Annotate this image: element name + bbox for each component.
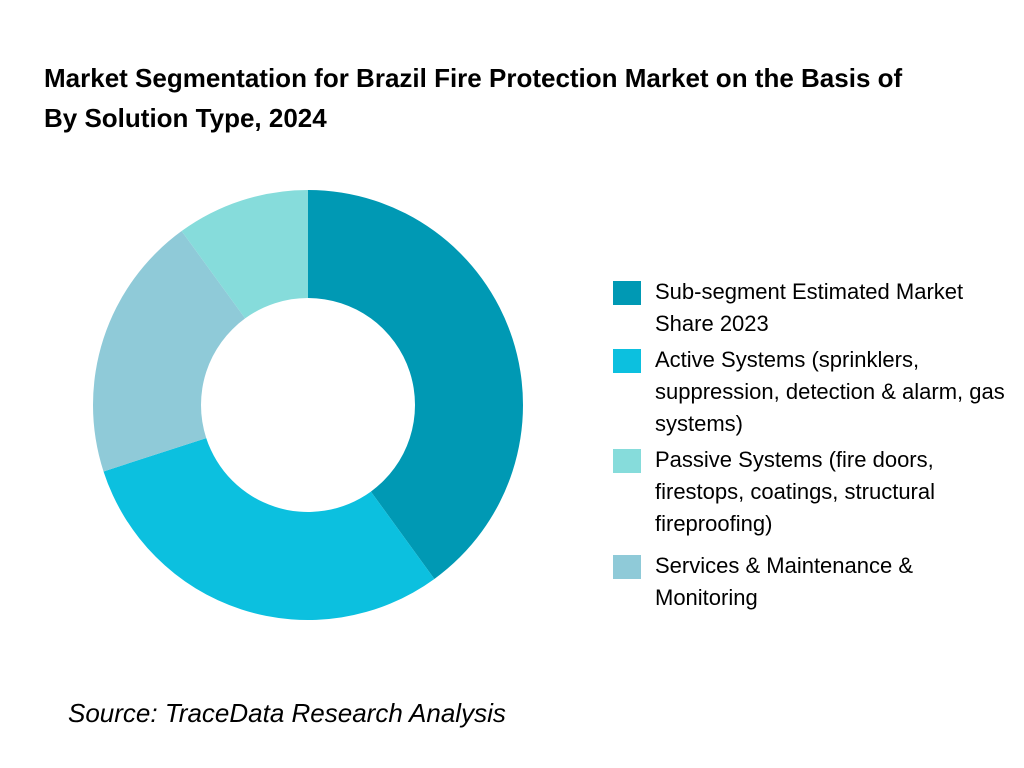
source-note: Source: TraceData Research Analysis <box>68 698 506 728</box>
legend-item: Passive Systems (fire doors, firestops, … <box>613 444 1013 540</box>
legend-swatch <box>613 349 641 373</box>
legend-label: Services & Maintenance & Monitoring <box>655 553 914 610</box>
legend-label: Passive Systems (fire doors, firestops, … <box>655 447 936 536</box>
legend-item: Active Systems (sprinklers, suppression,… <box>613 344 1013 440</box>
donut-segment <box>181 190 308 319</box>
legend-swatch <box>613 555 641 579</box>
donut-segment <box>308 190 524 579</box>
legend-swatch <box>613 449 641 473</box>
donut-segment <box>103 438 435 620</box>
legend-item: Sub-segment Estimated Market Share 2023 <box>613 276 1013 340</box>
legend: Sub-segment Estimated Market Share 2023 A… <box>613 276 1013 618</box>
legend-label: Active Systems (sprinklers, suppression,… <box>655 347 1005 436</box>
chart-title: Market Segmentation for Brazil Fire Prot… <box>44 63 917 133</box>
donut-segment <box>92 231 246 472</box>
legend-item: Services & Maintenance & Monitoring <box>613 550 1013 614</box>
legend-swatch <box>613 281 641 305</box>
legend-label: Sub-segment Estimated Market Share 2023 <box>655 279 964 336</box>
